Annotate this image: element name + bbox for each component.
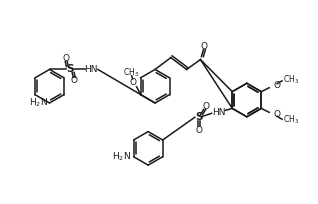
Text: HN: HN (84, 65, 98, 74)
Text: CH$_3$: CH$_3$ (283, 114, 299, 126)
Text: CH$_3$: CH$_3$ (122, 67, 139, 79)
Text: O: O (202, 102, 209, 111)
Text: O: O (63, 54, 70, 63)
Text: O: O (201, 42, 208, 51)
Text: O: O (273, 81, 280, 90)
Text: CH$_3$: CH$_3$ (283, 74, 299, 86)
Text: S: S (66, 64, 74, 74)
Text: S: S (195, 112, 203, 122)
Text: HN: HN (212, 108, 225, 117)
Text: O: O (129, 78, 136, 87)
Text: O: O (273, 110, 280, 119)
Text: H$_2$N: H$_2$N (29, 97, 47, 109)
Text: H$_2$N: H$_2$N (112, 151, 131, 163)
Text: O: O (195, 126, 202, 135)
Text: O: O (71, 76, 78, 85)
